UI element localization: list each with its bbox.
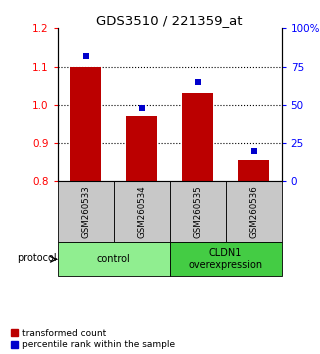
- Legend: transformed count, percentile rank within the sample: transformed count, percentile rank withi…: [11, 329, 175, 349]
- Bar: [226, 181, 282, 242]
- Text: GSM260533: GSM260533: [81, 185, 90, 238]
- Bar: [114, 181, 170, 242]
- Bar: [58, 181, 114, 242]
- Point: [139, 105, 144, 111]
- Text: GSM260534: GSM260534: [137, 185, 146, 238]
- Bar: [126, 116, 157, 181]
- Bar: [70, 67, 101, 181]
- Text: control: control: [97, 254, 131, 264]
- Point: [195, 79, 200, 85]
- Bar: [238, 160, 269, 181]
- Title: GDS3510 / 221359_at: GDS3510 / 221359_at: [96, 14, 243, 27]
- Bar: [182, 93, 213, 181]
- Point: [83, 53, 88, 59]
- Bar: [58, 242, 170, 276]
- Text: GSM260536: GSM260536: [249, 185, 258, 238]
- Point: [251, 148, 256, 154]
- Bar: [170, 242, 282, 276]
- Text: GSM260535: GSM260535: [193, 185, 202, 238]
- Text: CLDN1
overexpression: CLDN1 overexpression: [188, 249, 263, 270]
- Bar: [170, 181, 226, 242]
- Text: protocol: protocol: [17, 253, 56, 263]
